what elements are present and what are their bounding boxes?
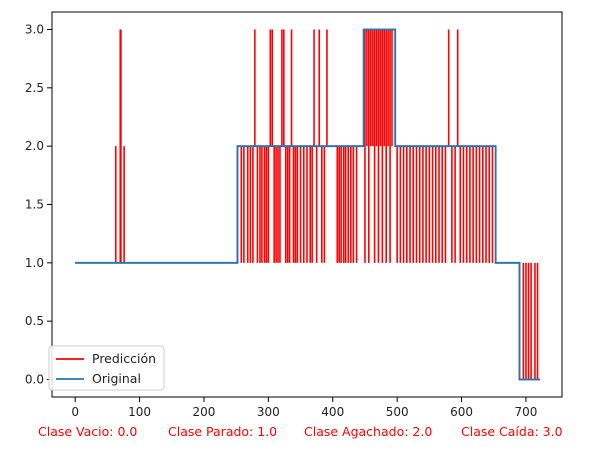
legend-label-prediccion: Predicción — [92, 351, 156, 366]
original-series — [75, 28, 541, 381]
legend-label-original: Original — [92, 371, 141, 386]
y-tick-label: 1.5 — [25, 198, 44, 212]
y-axis: 0.0 0.5 1.0 1.5 2.0 2.5 3.0 — [25, 23, 52, 387]
y-tick-label: 2.0 — [25, 139, 44, 153]
class-label-caida: Clase Caída: 3.0 — [461, 424, 563, 439]
y-tick-label: 3.0 — [25, 23, 44, 37]
x-tick-label: 700 — [514, 405, 537, 419]
y-tick-label: 2.5 — [25, 81, 44, 95]
class-label-agachado: Clase Agachado: 2.0 — [304, 424, 433, 439]
x-tick-label: 600 — [450, 405, 473, 419]
x-axis: 0 100 200 300 400 500 600 700 — [71, 397, 537, 419]
y-tick-label: 0.5 — [25, 314, 44, 328]
y-tick-label: 0.0 — [25, 373, 44, 387]
class-label-vacio: Clase Vacio: 0.0 — [38, 424, 138, 439]
x-tick-label: 500 — [386, 405, 409, 419]
x-tick-label: 0 — [71, 405, 79, 419]
original-line — [75, 28, 541, 381]
class-label-parado: Clase Parado: 1.0 — [168, 424, 278, 439]
x-tick-label: 200 — [193, 405, 216, 419]
prediction-series — [75, 28, 541, 381]
x-tick-label: 400 — [321, 405, 344, 419]
y-tick-label: 1.0 — [25, 256, 44, 270]
x-tick-label: 300 — [257, 405, 280, 419]
x-tick-label: 100 — [128, 405, 151, 419]
legend: Predicción Original — [48, 345, 165, 391]
